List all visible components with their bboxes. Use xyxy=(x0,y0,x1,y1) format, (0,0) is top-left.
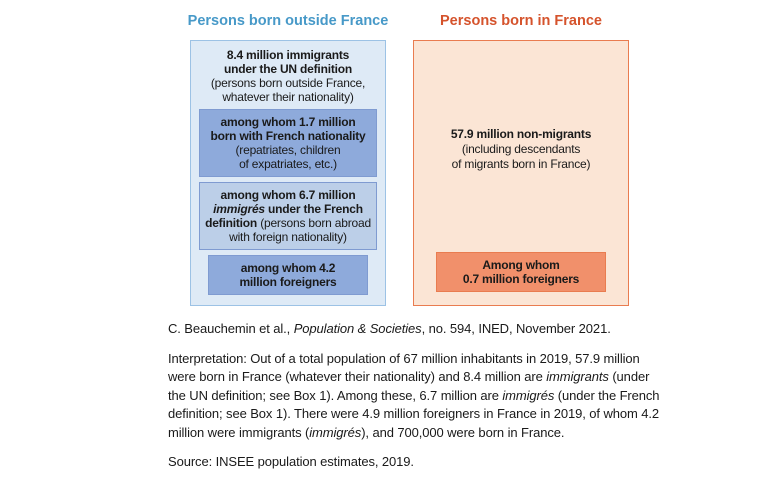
interp-italic: immigrants xyxy=(546,369,609,384)
immigres-bold-text: among whom 6.7 million immigrés under th… xyxy=(205,188,363,230)
immigres-italic: immigrés xyxy=(213,202,265,216)
foreigners-0-7-box: Among whom 0.7 million foreigners xyxy=(436,252,606,292)
heading-subline: (persons born outside France, xyxy=(210,76,366,90)
citation-pre: C. Beauchemin et al., xyxy=(168,321,294,336)
heading-subline: whatever their nationality) xyxy=(222,90,354,104)
interp-italic: immigrés xyxy=(502,387,555,403)
source-note: Source: INSEE population estimates, 2019… xyxy=(168,454,414,469)
interp-segment: (under the UN definition; see Box 1). Am… xyxy=(168,369,650,403)
text-segment: under the French definition xyxy=(205,202,363,230)
box-line: born with French nationality xyxy=(210,129,366,143)
immigres-box: among whom 6.7 million immigrés under th… xyxy=(199,182,377,250)
citation-post: , no. 594, INED, November 2021. xyxy=(421,321,611,336)
box-line: among whom 4.2 xyxy=(240,261,336,275)
interp-segment: (under the French definition; see Box 1)… xyxy=(168,387,660,440)
non-migrants-heading: 57.9 million non-migrants xyxy=(450,127,592,141)
un-definition-heading: 8.4 million immigrants under the UN defi… xyxy=(199,48,377,104)
box-line: (repatriates, children xyxy=(235,143,341,157)
left-column-title: Persons born outside France xyxy=(187,13,389,29)
heading-line: under the UN definition xyxy=(223,62,353,76)
interpretation-paragraph: Interpretation: Out of a total populatio… xyxy=(168,350,665,443)
box-line: million foreigners xyxy=(239,275,337,289)
interp-segment: Interpretation: Out of a total populatio… xyxy=(168,350,640,385)
non-migrants-text: 57.9 million non-migrants (including des… xyxy=(414,127,628,172)
right-column-title: Persons born in France xyxy=(440,13,602,29)
interp-segment: ), and 700,000 were born in France. xyxy=(361,424,565,440)
foreigners-4-2-box: among whom 4.2 million foreigners xyxy=(208,255,368,295)
born-in-france-box: 57.9 million non-migrants (including des… xyxy=(413,40,629,306)
box-line: of expatriates, etc.) xyxy=(239,157,337,171)
interp-italic: immigrés xyxy=(309,424,362,440)
citation: C. Beauchemin et al., Population & Socie… xyxy=(168,320,665,339)
citation-journal: Population & Societies xyxy=(293,321,422,336)
outside-france-box: 8.4 million immigrants under the UN defi… xyxy=(190,40,386,306)
non-migrants-subline: (including descendants xyxy=(461,142,581,156)
box-line: Among whom xyxy=(482,258,560,272)
french-nationality-box: among whom 1.7 million born with French … xyxy=(199,109,377,177)
heading-line: 8.4 million immigrants xyxy=(226,48,350,62)
box-line: among whom 1.7 million xyxy=(220,115,356,129)
immigres-subtext: (persons born abroad with foreign nation… xyxy=(229,216,371,244)
text-segment: among whom 6.7 million xyxy=(220,188,356,202)
figure-notes: C. Beauchemin et al., Population & Socie… xyxy=(168,320,665,472)
non-migrants-subline: of migrants born in France) xyxy=(451,157,591,171)
box-line: 0.7 million foreigners xyxy=(462,272,580,286)
